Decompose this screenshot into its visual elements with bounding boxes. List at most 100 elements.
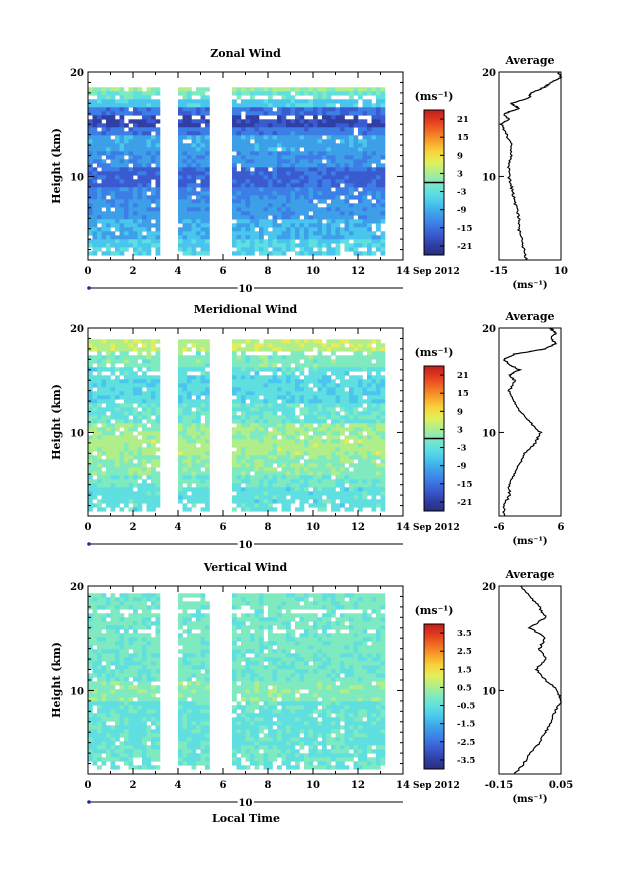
average-x-tick-label: -15 [490, 266, 508, 277]
average-unit-label: (ms⁻¹) [512, 536, 547, 547]
colorbar-tick-label: -3 [457, 188, 467, 198]
colorbar-tick-label: -2.5 [457, 738, 475, 748]
y-tick-label: 20 [70, 324, 84, 335]
x-tick-label: 10 [306, 780, 320, 791]
day-label: 10 [239, 284, 253, 295]
average-profile-line [498, 71, 563, 261]
y-tick-label: 20 [70, 68, 84, 79]
colorbar-tick-label: -9 [457, 206, 467, 216]
average-frame [498, 327, 562, 517]
colorbar-tick-label: 9 [457, 151, 463, 161]
x-tick-label: 6 [220, 522, 227, 533]
heatmap-cells [88, 339, 386, 512]
date-label: Sep 2012 [413, 523, 460, 533]
date-label: Sep 2012 [413, 267, 460, 277]
x-tick-label: 0 [85, 522, 92, 533]
y-tick-label: 10 [70, 172, 84, 183]
day-marker [87, 800, 91, 804]
colorbar-tick-label: -15 [457, 480, 472, 490]
colorbar-tick-label: 15 [457, 389, 469, 399]
average-title: Average [504, 54, 554, 67]
x-tick-label: 14 [396, 522, 410, 533]
x-tick-label: 0 [85, 266, 92, 277]
x-tick-label: 6 [220, 780, 227, 791]
average-frame [498, 71, 562, 261]
x-tick-label: 6 [220, 266, 227, 277]
average-y-tick-label: 20 [482, 68, 496, 79]
y-axis-label: Height (km) [50, 128, 63, 204]
x-tick-label: 8 [265, 780, 272, 791]
colorbar-unit: (ms⁻¹) [415, 604, 454, 617]
colorbar-tick-label: -15 [457, 224, 472, 234]
x-tick-label: 10 [306, 266, 320, 277]
colorbar-tick-label: 1.5 [457, 665, 472, 675]
heatmap-cells [88, 593, 386, 770]
x-tick-label: 4 [175, 266, 182, 277]
x-tick-label: 14 [396, 266, 410, 277]
average-y-tick-label: 20 [482, 582, 496, 593]
chart-title: Zonal Wind [210, 47, 281, 60]
colorbar-tick-label: -21 [457, 498, 472, 508]
x-tick-label: 2 [130, 266, 137, 277]
y-tick-label: 20 [70, 582, 84, 593]
chart-title: Vertical Wind [203, 561, 288, 574]
y-axis-label: Height (km) [50, 642, 63, 718]
x-tick-label: 10 [306, 522, 320, 533]
colorbar-tick-label: -3 [457, 444, 467, 454]
average-x-tick-label: 10 [554, 266, 568, 277]
colorbar-tick-label: -0.5 [457, 702, 475, 712]
average-title: Average [504, 568, 554, 581]
average-unit-label: (ms⁻¹) [512, 280, 547, 291]
colorbar-tick-label: 15 [457, 133, 469, 143]
colorbar-unit: (ms⁻¹) [415, 346, 454, 359]
colorbar-tick-label: 2.5 [457, 647, 472, 657]
heatmap-cells [88, 87, 386, 256]
x-tick-label: 8 [265, 266, 272, 277]
average-profile-line [502, 327, 558, 517]
colorbar-tick-label: -21 [457, 242, 472, 252]
y-axis-label: Height (km) [50, 384, 63, 460]
average-y-tick-label: 10 [482, 172, 496, 183]
average-x-tick-label: 0.05 [549, 780, 573, 791]
x-tick-label: 4 [175, 780, 182, 791]
colorbar-tick-label: 0.5 [457, 683, 472, 693]
x-tick-label: 12 [351, 522, 365, 533]
colorbar-tick-label: 21 [457, 371, 469, 381]
colorbar-unit: (ms⁻¹) [415, 90, 454, 103]
average-y-tick-label: 10 [482, 686, 496, 697]
average-profile-line [514, 585, 563, 775]
day-marker [87, 286, 91, 290]
x-tick-label: 4 [175, 522, 182, 533]
colorbar-tick-label: -3.5 [457, 756, 475, 766]
colorbar-tick-label: -1.5 [457, 720, 475, 730]
x-tick-label: 0 [85, 780, 92, 791]
y-tick-label: 10 [70, 686, 84, 697]
colorbar-tick-label: 3 [457, 169, 463, 179]
x-tick-label: 2 [130, 780, 137, 791]
x-axis-label: Local Time [212, 812, 280, 825]
average-title: Average [504, 310, 554, 323]
x-tick-label: 12 [351, 266, 365, 277]
x-tick-label: 14 [396, 780, 410, 791]
average-y-tick-label: 20 [482, 324, 496, 335]
y-tick-label: 10 [70, 428, 84, 439]
x-tick-label: 8 [265, 522, 272, 533]
average-unit-label: (ms⁻¹) [512, 794, 547, 805]
chart-title: Meridional Wind [194, 303, 298, 316]
colorbar-tick-label: 9 [457, 407, 463, 417]
colorbar-tick-label: 3.5 [457, 629, 472, 639]
average-x-tick-label: -6 [493, 522, 504, 533]
day-label: 10 [239, 540, 253, 551]
panel-vertical: Vertical Wind 0 2 4 6 8 10 12 14 10 20 Height (km) 1… [50, 561, 573, 811]
average-y-tick-label: 10 [482, 428, 496, 439]
panel-meridional: Meridional Wind 0 2 4 6 8 10 12 14 10 20 Height (km… [50, 303, 565, 553]
colorbar [423, 623, 445, 770]
panel-zonal: Zonal Wind 0 2 4 6 8 10 12 14 10 20 Height (km) 10 Se… [50, 47, 568, 297]
average-x-tick-label: 6 [558, 522, 565, 533]
date-label: Sep 2012 [413, 781, 460, 791]
day-label: 10 [239, 798, 253, 809]
colorbar-tick-label: 21 [457, 115, 469, 125]
colorbar-tick-label: 3 [457, 425, 463, 435]
average-x-tick-label: -0.15 [485, 780, 514, 791]
